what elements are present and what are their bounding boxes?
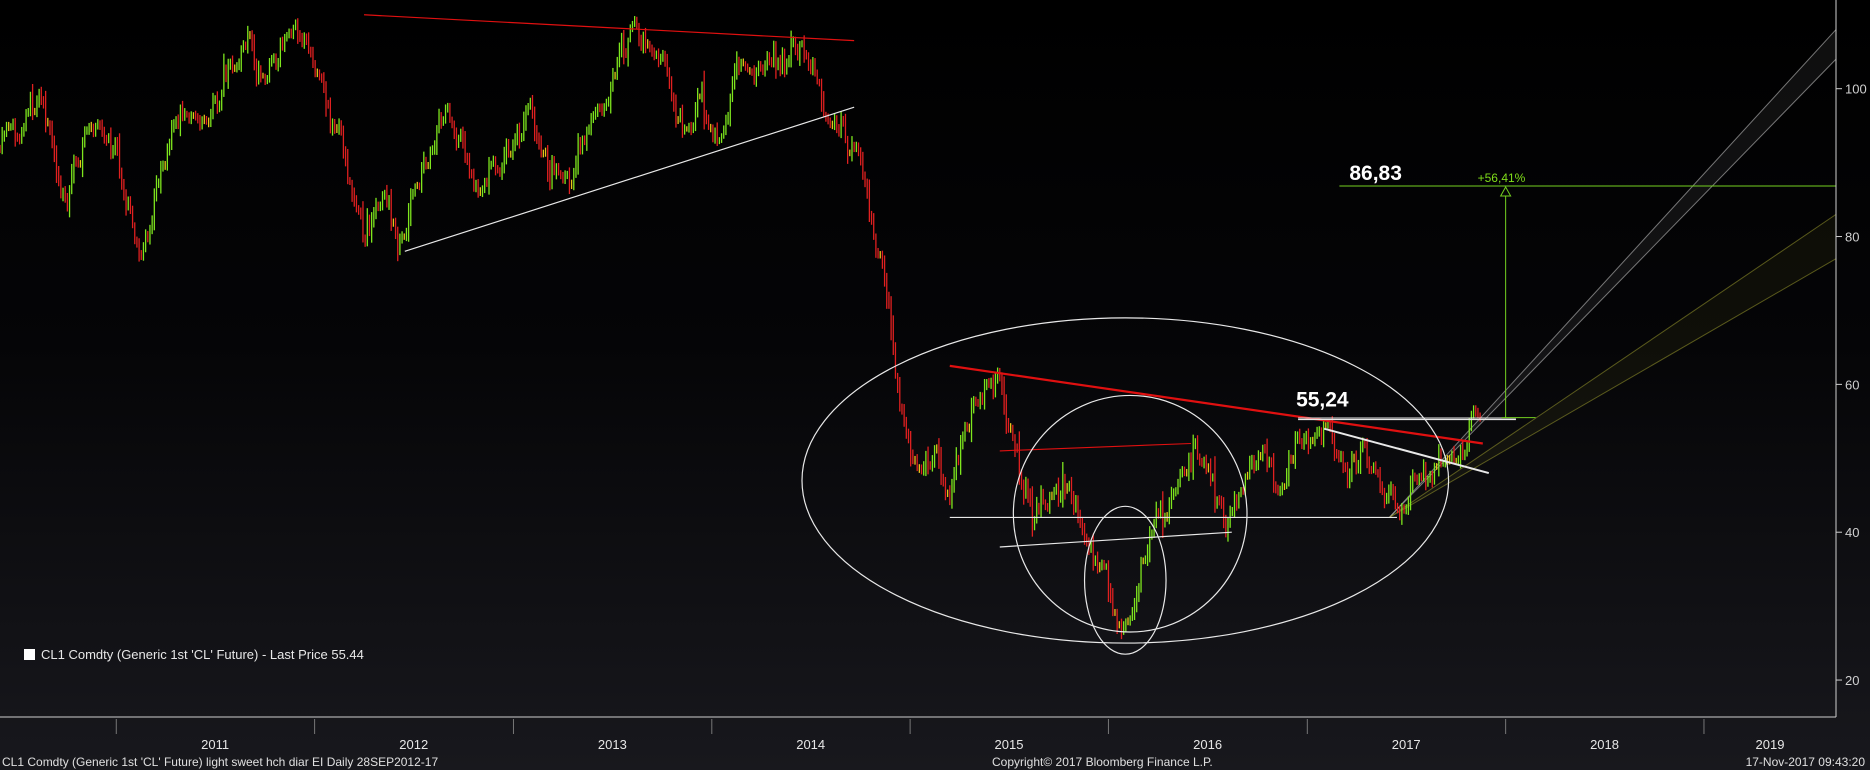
x-tick-label: 2011 <box>201 737 229 752</box>
x-tick-label: 2016 <box>1193 737 1222 752</box>
legend-label: CL1 Comdty (Generic 1st 'CL' Future) - L… <box>41 647 364 662</box>
chart-legend: CL1 Comdty (Generic 1st 'CL' Future) - L… <box>24 647 364 662</box>
neckline-price-label: 55,24 <box>1296 389 1349 412</box>
candle-series <box>0 16 1481 640</box>
legend-swatch <box>24 649 35 660</box>
channel-olive-line-1 <box>1389 258 1837 518</box>
pattern-ellipse-2 <box>1083 505 1167 655</box>
top-resistance-line <box>364 14 855 42</box>
y-tick-label: 80 <box>1845 230 1859 245</box>
x-tick-label: 2019 <box>1756 737 1785 752</box>
channel-white-line-0 <box>1388 29 1837 518</box>
x-tick-label: 2015 <box>995 737 1024 752</box>
channel-olive-line-0 <box>1389 213 1837 518</box>
target-price-label: 86,83 <box>1349 162 1402 185</box>
x-tick-label: 2017 <box>1392 737 1421 752</box>
annotation-layer: 86,83 +56,41% 55,24 <box>364 14 1836 655</box>
axes-layer: 20 40 60 80 100 2011 2012 2013 2014 2015 2016 2017 2… <box>0 0 1867 752</box>
projection-channels <box>1388 29 1837 518</box>
top-support-line <box>404 106 855 252</box>
y-tick-label: 100 <box>1845 82 1867 97</box>
footer-timestamp: 17-Nov-2017 09:43:20 <box>1745 755 1865 769</box>
x-tick-label: 2014 <box>796 737 825 752</box>
footer-copyright: Copyright© 2017 Bloomberg Finance L.P. <box>992 755 1213 769</box>
footer-description: CL1 Comdty (Generic 1st 'CL' Future) lig… <box>2 755 439 769</box>
inner-red-line <box>999 442 1192 452</box>
target-percent-label: +56,41% <box>1478 171 1526 185</box>
y-tick-label: 20 <box>1845 673 1859 688</box>
pattern-ellipse-0 <box>801 317 1450 644</box>
y-tick-label: 60 <box>1845 377 1859 392</box>
target-arrow-head <box>1499 186 1512 197</box>
inner-support-line <box>999 531 1232 548</box>
x-tick-label: 2012 <box>399 737 428 752</box>
x-tick-label: 2018 <box>1590 737 1619 752</box>
x-tick-label: 2013 <box>598 737 627 752</box>
wedge-white-line <box>1323 427 1490 475</box>
y-tick-label: 40 <box>1845 525 1859 540</box>
neckline-red-line <box>949 364 1483 445</box>
pattern-ellipse-1 <box>1012 394 1248 633</box>
